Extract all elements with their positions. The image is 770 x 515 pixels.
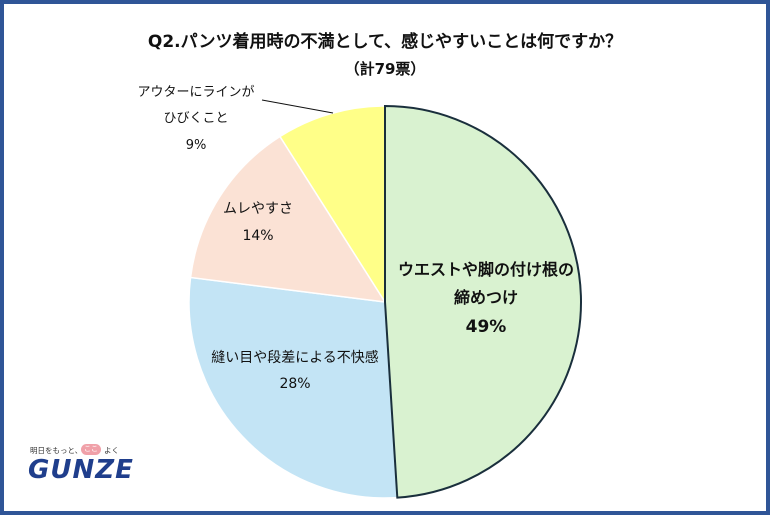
slice-2-percent-label: 28% bbox=[279, 376, 310, 392]
pie-slice-2 bbox=[188, 276, 399, 499]
pie-slice-4 bbox=[278, 105, 386, 305]
chart-title: Q2.パンツ着用時の不満として、感じやすいことは何ですか？ bbox=[147, 32, 623, 52]
pie-slice-3 bbox=[189, 135, 387, 303]
slice-3-percent-label: 14% bbox=[242, 228, 273, 244]
pie-slice-1 bbox=[384, 104, 582, 499]
slice-4-leader-line bbox=[261, 99, 334, 114]
logo-brand-name: GUNZE bbox=[28, 455, 134, 485]
logo-tagline-start: 明日をもっと、 bbox=[30, 446, 83, 455]
slice-4-label-line-2: ひびくこと bbox=[163, 111, 228, 126]
slice-1-label-line-2: 締めつけ bbox=[454, 288, 518, 307]
slice-1-label-line-1: ウエストや脚の付け根の bbox=[398, 260, 574, 279]
slice-4-label-line-1: アウターにラインが bbox=[137, 85, 254, 100]
logo-tagline-end: よく bbox=[104, 446, 119, 455]
chart-subtitle: （計79票） bbox=[344, 60, 426, 78]
gunze-logo: 明日をもっと、 ここち よく GUNZE bbox=[28, 444, 138, 490]
slice-4-percent-label: 9% bbox=[186, 138, 207, 153]
slice-2-label-line-1: 縫い目や段差による不快感 bbox=[211, 349, 379, 366]
slice-3-label-line-1: ムレやすさ bbox=[223, 201, 293, 217]
pie-slices bbox=[188, 104, 582, 499]
logo-heart-badge: ここち bbox=[81, 444, 101, 464]
logo-tagline-heart-text: ここち bbox=[84, 445, 98, 464]
slice-1-percent-label: 49% bbox=[466, 317, 507, 337]
